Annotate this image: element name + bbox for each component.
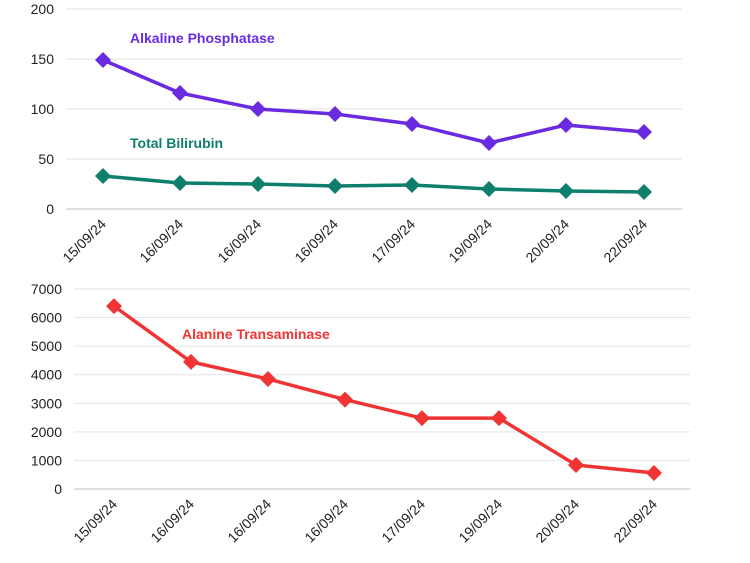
data-point-marker <box>327 178 343 194</box>
x-tick-label: 16/09/24 <box>291 216 341 266</box>
x-tick-label: 19/09/24 <box>455 496 505 546</box>
y-tick-label: 5000 <box>31 338 62 354</box>
y-tick-label: 7000 <box>31 281 62 297</box>
data-point-marker <box>568 457 584 473</box>
series-line <box>102 58 645 145</box>
data-point-marker <box>481 135 497 151</box>
y-tick-label: 2000 <box>31 424 62 440</box>
series-label: Alkaline Phosphatase <box>130 30 275 46</box>
chart-2: 0 1000 2000 3000 4000 5000 6000 7000 15/09/24 16/… <box>31 281 690 546</box>
data-point-marker <box>250 176 266 192</box>
x-tick-label: 16/09/24 <box>224 496 274 546</box>
data-point-marker <box>95 168 111 184</box>
data-point-marker <box>183 353 199 370</box>
series-label: Alanine Transaminase <box>182 326 330 342</box>
x-tick-label: 17/09/24 <box>378 496 428 546</box>
x-tick-label: 15/09/24 <box>59 216 109 266</box>
y-tick-label: 0 <box>54 481 62 497</box>
data-point-marker <box>337 391 353 408</box>
series-alkaline-phosphatase: Alkaline Phosphatase <box>95 30 652 151</box>
data-point-marker <box>646 465 662 481</box>
data-point-marker <box>106 298 122 315</box>
x-tick-label: 20/09/24 <box>522 216 572 266</box>
x-tick-label: 22/09/24 <box>600 216 650 266</box>
y-tick-label: 50 <box>38 151 54 167</box>
series-line <box>102 174 645 194</box>
x-tick-label: 17/09/24 <box>368 216 418 266</box>
data-point-marker <box>558 117 574 133</box>
data-point-marker <box>172 175 188 191</box>
y-tick-label: 4000 <box>31 367 62 383</box>
series-alanine-transaminase: Alanine Transaminase <box>106 298 662 481</box>
x-tick-label: 20/09/24 <box>532 496 582 546</box>
series-line <box>112 304 655 475</box>
x-tick-label: 15/09/24 <box>70 496 120 546</box>
y-tick-label: 3000 <box>31 395 62 411</box>
x-tick-label: 19/09/24 <box>445 216 495 266</box>
y-tick-label: 6000 <box>31 310 62 326</box>
data-point-marker <box>95 52 111 68</box>
y-tick-label: 150 <box>31 51 55 67</box>
y-tick-label: 0 <box>46 201 54 217</box>
x-tick-label: 16/09/24 <box>147 496 197 546</box>
x-tick-label: 16/09/24 <box>136 216 186 266</box>
y-tick-label: 200 <box>31 1 55 17</box>
data-point-marker <box>404 177 420 193</box>
data-point-marker <box>404 116 420 132</box>
data-point-marker <box>172 85 188 101</box>
data-point-marker <box>636 124 652 140</box>
data-point-marker <box>260 371 276 387</box>
chart-1: 0 50 100 150 200 15/09/24 16/09/24 16/09/24 16/0… <box>31 1 682 266</box>
data-point-marker <box>250 101 266 117</box>
data-point-marker <box>636 184 652 200</box>
series-label: Total Bilirubin <box>130 135 223 151</box>
data-point-marker <box>491 410 507 427</box>
y-tick-label: 100 <box>31 101 55 117</box>
data-point-marker <box>481 181 497 197</box>
data-point-marker <box>327 106 343 122</box>
x-tick-label: 16/09/24 <box>301 496 351 546</box>
data-point-marker <box>414 410 430 427</box>
x-tick-label: 22/09/24 <box>610 496 660 546</box>
x-tick-label: 16/09/24 <box>214 216 264 266</box>
series-total-bilirubin: Total Bilirubin <box>95 135 652 200</box>
data-point-marker <box>558 183 574 199</box>
y-tick-label: 1000 <box>31 452 62 468</box>
